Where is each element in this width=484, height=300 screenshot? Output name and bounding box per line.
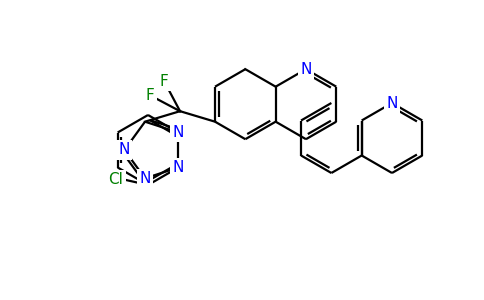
Text: N: N xyxy=(139,171,151,186)
Text: N: N xyxy=(386,95,398,110)
Text: N: N xyxy=(119,142,130,158)
Text: F: F xyxy=(146,88,155,103)
Text: Cl: Cl xyxy=(108,172,123,188)
Text: N: N xyxy=(300,62,312,77)
Text: N: N xyxy=(173,125,184,140)
Text: F: F xyxy=(160,74,168,89)
Text: N: N xyxy=(173,160,184,175)
